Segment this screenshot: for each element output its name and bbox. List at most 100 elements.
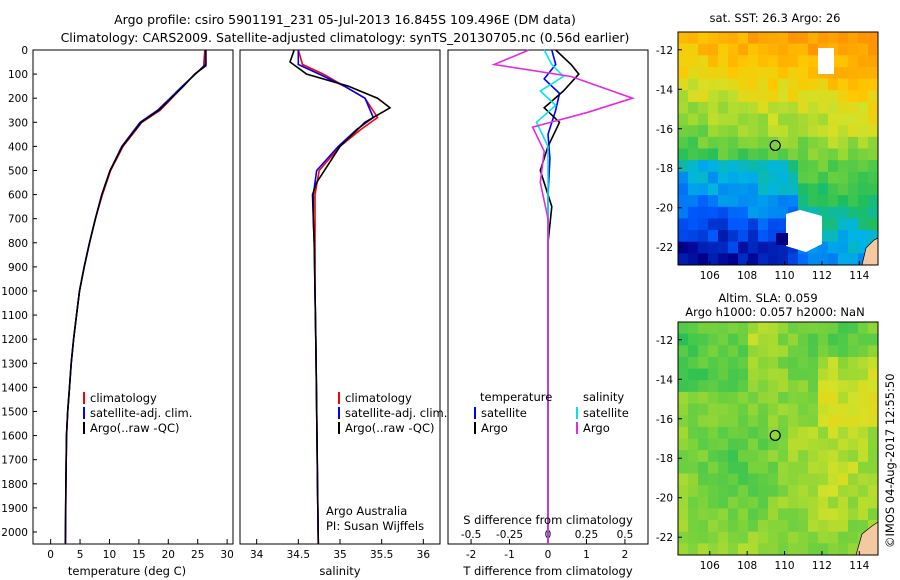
heatmap-cell — [738, 183, 749, 196]
heatmap-cell — [748, 473, 759, 486]
heatmap-cell — [868, 101, 879, 115]
heatmap-cell — [868, 32, 879, 45]
imos-credit: ©IMOS 04-Aug-2017 12:55:50 — [883, 373, 897, 548]
heatmap-cell — [778, 78, 789, 91]
heatmap-cell — [808, 438, 819, 451]
heatmap-cell — [718, 438, 729, 451]
heatmap-cell — [798, 101, 809, 115]
heatmap-cell — [858, 426, 869, 439]
heatmap-cell — [808, 356, 819, 370]
s-diff-label: S difference from climatology — [463, 513, 633, 527]
heatmap-cell — [738, 403, 749, 416]
s-diff-tick-label: 0.25 — [575, 529, 598, 541]
heatmap-cell — [768, 450, 779, 463]
heatmap-cell — [828, 90, 839, 103]
heatmap-cell — [758, 32, 769, 45]
heatmap-cell — [708, 160, 719, 173]
heatmap-cell — [728, 136, 739, 149]
depth-tick-label: 1600 — [1, 431, 28, 443]
heatmap-cell — [838, 55, 849, 68]
x-tick-label: 2 — [622, 549, 629, 561]
heatmap-cell — [798, 520, 809, 533]
heatmap-cell — [778, 183, 789, 196]
heatmap-cell — [778, 403, 789, 416]
heatmap-cell — [748, 43, 759, 56]
difference-profiles — [491, 49, 636, 544]
x-tick-label: 15 — [132, 549, 145, 561]
heatmap-cell — [798, 461, 809, 474]
heatmap-cell — [688, 253, 699, 266]
heatmap-cell — [698, 356, 709, 370]
heatmap-cell — [778, 426, 789, 439]
x-tick-label: 5 — [77, 549, 84, 561]
heatmap-cell — [748, 206, 759, 219]
legend-salinity-title: salinity — [583, 390, 624, 404]
title-line-1: Argo profile: csiro 5901191_231 05-Jul-2… — [114, 12, 576, 27]
heatmap-cell — [698, 345, 709, 358]
heatmap-cell — [848, 241, 859, 254]
heatmap-cell — [858, 148, 869, 161]
heatmap-cell — [688, 136, 699, 149]
heatmap-cell — [788, 450, 799, 463]
heatmap-cell — [798, 171, 809, 184]
x-tick-label: 0 — [47, 549, 54, 561]
heatmap-cell — [778, 438, 789, 451]
heatmap-cell — [698, 391, 709, 405]
heatmap-cell — [798, 356, 809, 370]
heatmap-cell — [698, 206, 709, 219]
heatmap-cell — [748, 345, 759, 358]
heatmap-cell — [778, 415, 789, 428]
lon-tick-label: 106 — [700, 560, 720, 572]
heatmap-cell — [768, 253, 779, 266]
heatmap-cell — [858, 241, 869, 254]
heatmap-cell — [698, 66, 709, 80]
heatmap-cell — [838, 136, 849, 149]
heatmap-cell — [768, 531, 779, 544]
heatmap-cell — [798, 415, 809, 428]
heatmap-cell — [828, 148, 839, 161]
heatmap-cell — [788, 322, 799, 335]
heatmap-cell — [808, 380, 819, 393]
heatmap-cell — [698, 183, 709, 196]
legend-label-satellite: satellite-adj. clim. — [345, 406, 447, 420]
heatmap-cell — [678, 356, 689, 370]
heatmap-cell — [678, 148, 689, 161]
heatmap-cell — [868, 148, 879, 161]
heatmap-cell — [868, 415, 879, 428]
heatmap-cell — [768, 218, 779, 231]
heatmap-cell — [818, 450, 829, 463]
heatmap-cell — [818, 356, 829, 370]
heatmap-cell — [718, 345, 729, 358]
heatmap-cell — [828, 438, 839, 451]
heatmap-cell — [798, 345, 809, 358]
heatmap-cell — [708, 148, 719, 161]
heatmap-cell — [828, 125, 839, 138]
heatmap-cell — [718, 195, 729, 208]
s-diff-tick-label: -0.25 — [496, 529, 523, 541]
heatmap-cell — [748, 415, 759, 428]
heatmap-cell — [788, 380, 799, 393]
heatmap-cell — [838, 101, 849, 115]
depth-tick-label: 1800 — [1, 479, 28, 491]
heatmap-cell — [868, 171, 879, 184]
heatmap-cell — [718, 78, 729, 91]
heatmap-cell — [708, 333, 719, 346]
series-line-climatology — [64, 49, 206, 545]
heatmap-cell — [868, 508, 879, 521]
heatmap-cell — [868, 345, 879, 358]
heatmap-cell — [788, 508, 799, 521]
heatmap-cell — [678, 380, 689, 393]
heatmap-cell — [788, 345, 799, 358]
heatmap-cell — [868, 195, 879, 208]
sla-map-title-1: Altim. SLA: 0.059 — [718, 291, 817, 305]
heatmap-cell — [868, 43, 879, 56]
heatmap-cell — [688, 322, 699, 335]
heatmap-cell — [738, 55, 749, 68]
heatmap-cell — [768, 241, 779, 254]
heatmap-cell — [748, 520, 759, 533]
heatmap-cell — [678, 438, 689, 451]
heatmap-cell — [688, 403, 699, 416]
heatmap-cell — [738, 253, 749, 266]
heatmap-cell — [828, 368, 839, 381]
heatmap-cell — [718, 66, 729, 80]
